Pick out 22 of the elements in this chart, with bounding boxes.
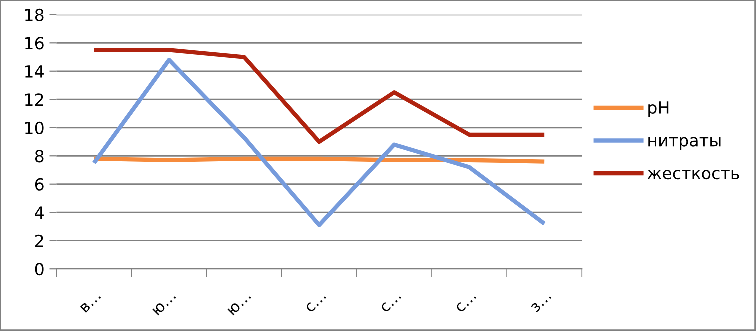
y-tick-label: 10: [26, 122, 44, 134]
legend-label: жесткость: [648, 170, 740, 180]
x-tick-label: ю…: [228, 292, 252, 316]
legend-label: pH: [648, 102, 669, 118]
y-tick-label: 12: [26, 94, 44, 106]
line-series: [92, 48, 547, 144]
line-series: [92, 58, 547, 228]
x-tick-label: з…: [530, 292, 552, 313]
legend-label: нитраты: [648, 137, 721, 150]
y-tick-label: 0: [35, 263, 44, 276]
y-tick-label: 8: [35, 150, 44, 163]
x-tick-label: ю…: [152, 292, 176, 316]
y-tick-label: 4: [35, 206, 44, 219]
x-tick-label: с…: [305, 292, 327, 314]
x-tick-label: в…: [80, 292, 102, 313]
y-tick-label: 6: [35, 178, 44, 191]
y-tick-label: 2: [36, 234, 44, 248]
x-tick-label: с…: [380, 292, 402, 314]
y-tick-label: 18: [26, 8, 44, 22]
x-tick-label: с…: [456, 292, 477, 314]
y-tick-label: 14: [26, 66, 44, 78]
y-tick-label: 16: [26, 37, 44, 50]
